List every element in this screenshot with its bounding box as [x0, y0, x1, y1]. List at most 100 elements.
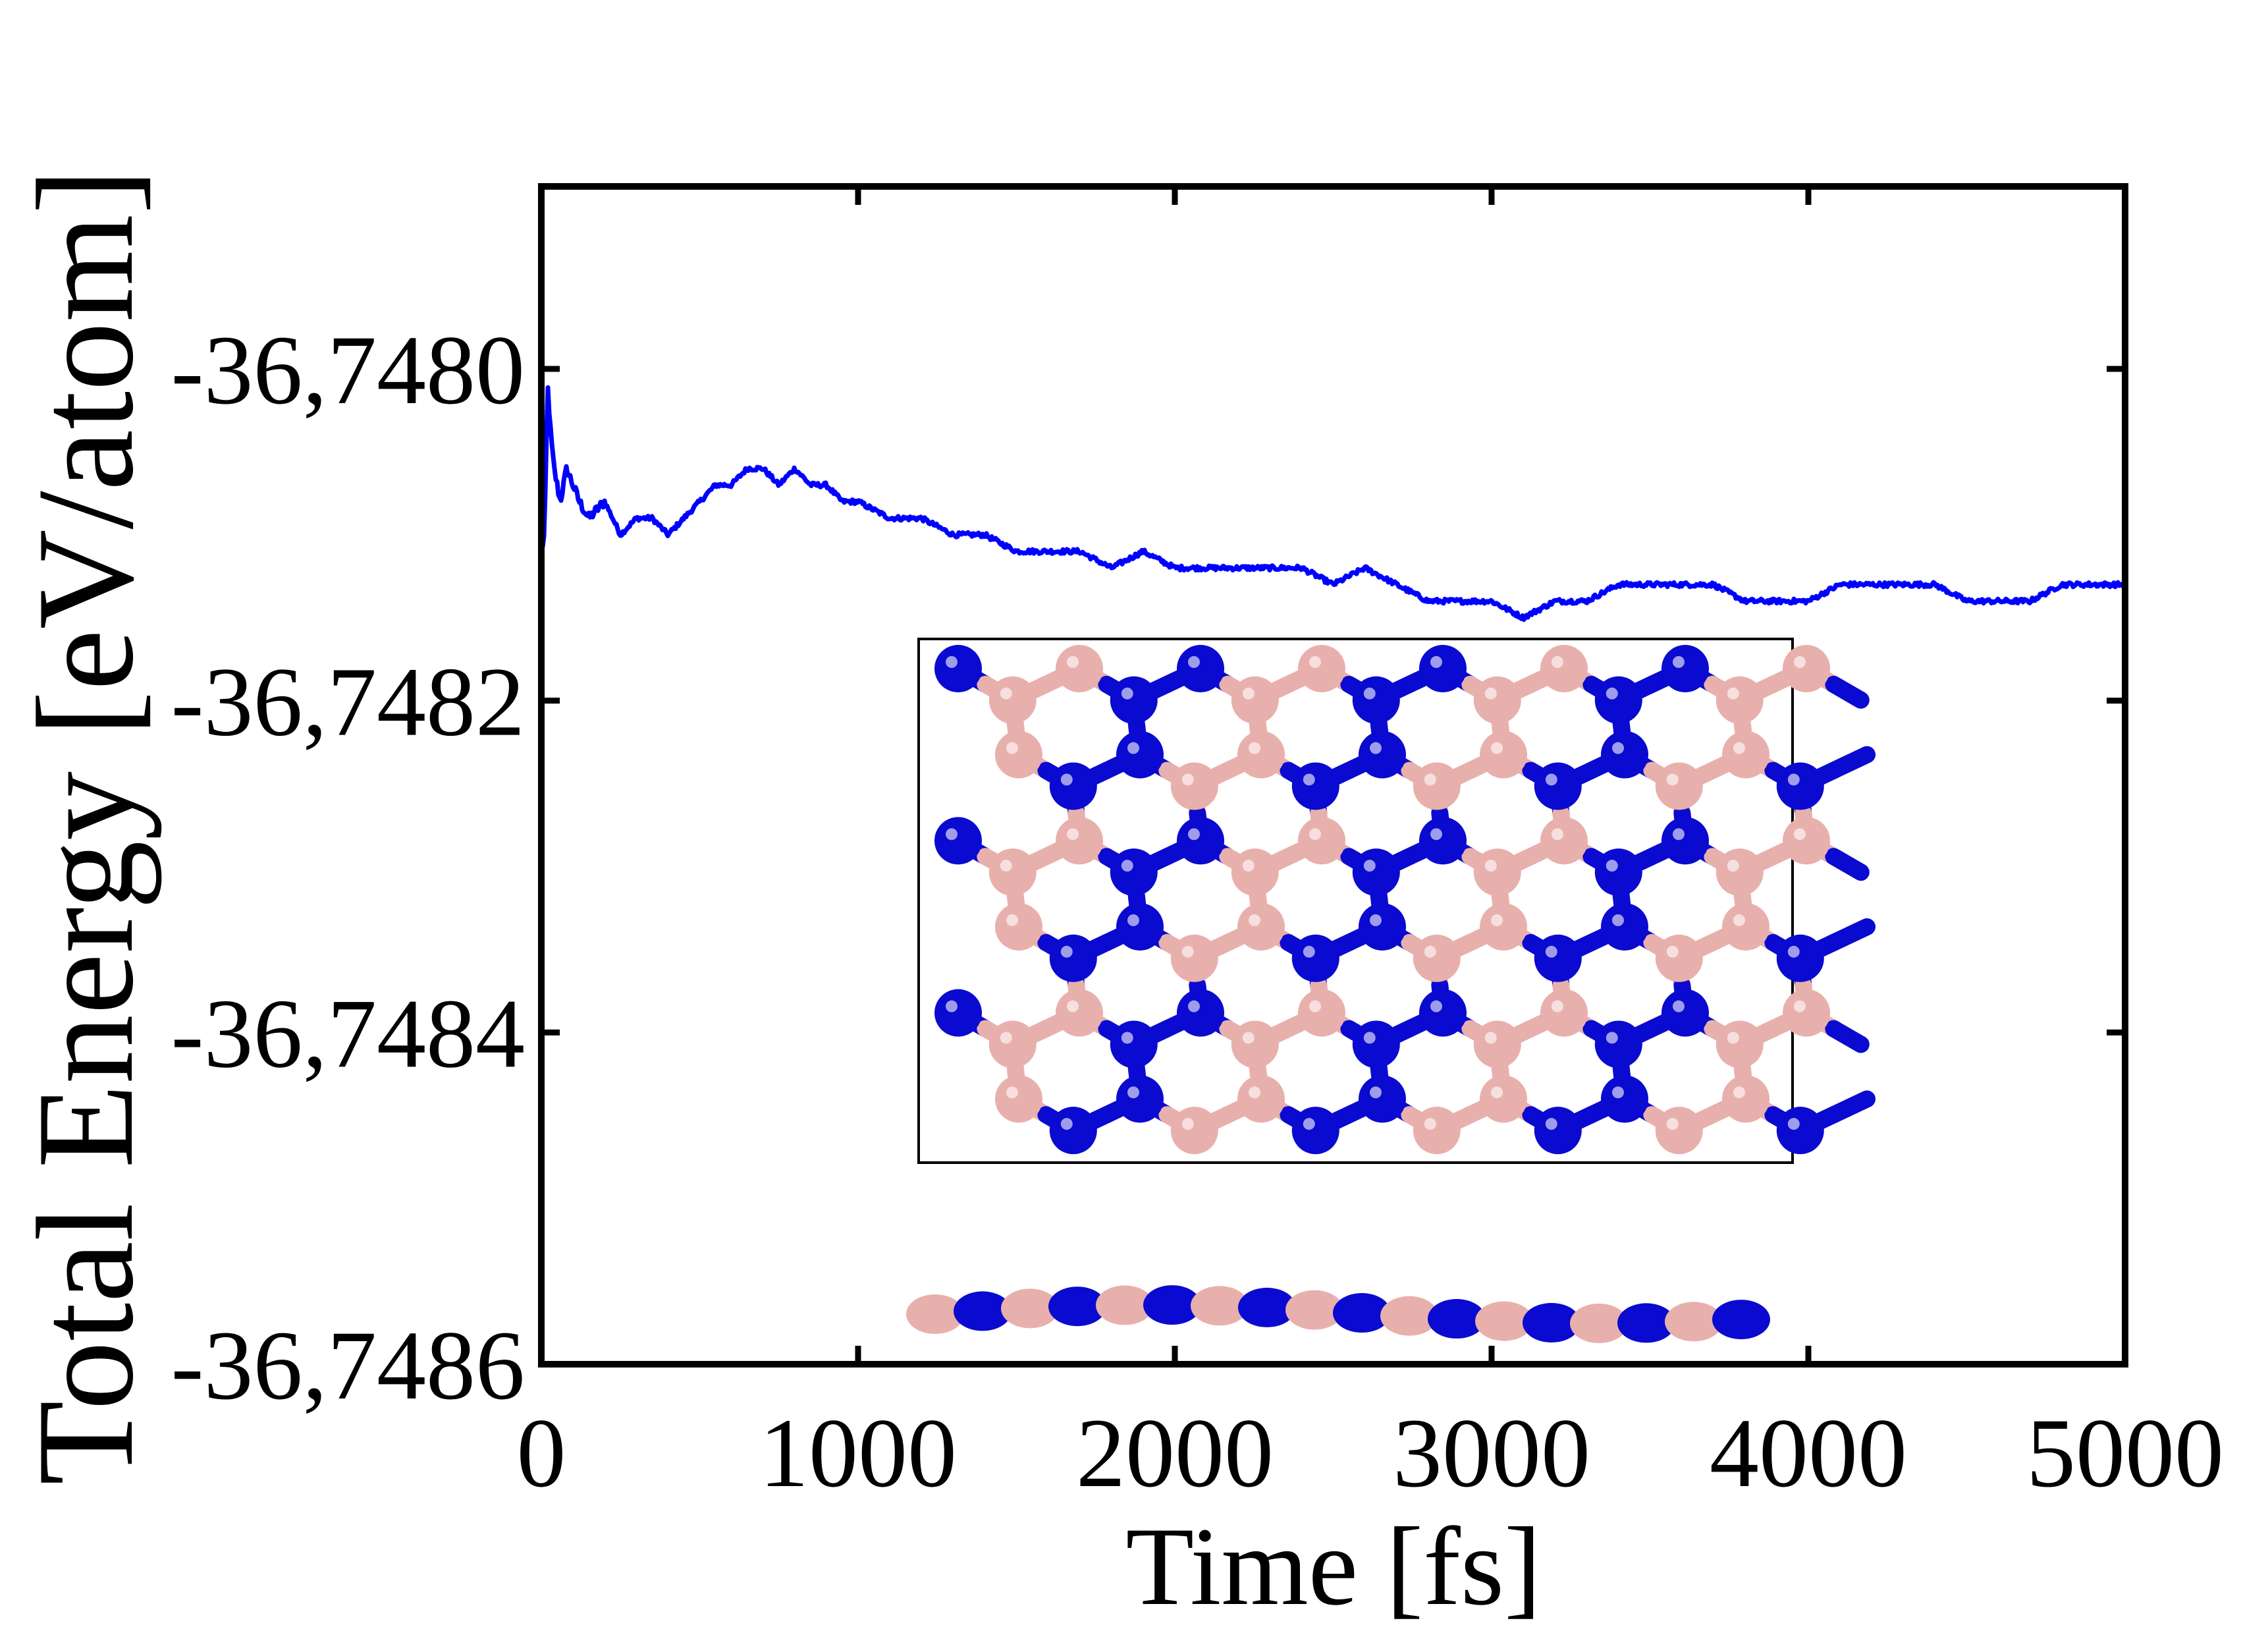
atom-highlight [1424, 773, 1436, 786]
atom-highlight [1309, 656, 1321, 668]
atom-highlight [1363, 687, 1376, 700]
atom-highlight [1794, 828, 1806, 841]
atom [1298, 645, 1345, 692]
atom [995, 902, 1042, 951]
y-tick-label: -36,7484 [171, 979, 525, 1088]
atom [1655, 762, 1703, 810]
atom [1419, 645, 1467, 692]
x-tick-label: 5000 [2026, 1398, 2224, 1508]
atom-highlight [1303, 945, 1315, 958]
atom [1116, 731, 1164, 779]
y-tick-label: -36,7486 [171, 1311, 525, 1420]
atom [1480, 902, 1527, 951]
atom [1231, 1020, 1279, 1068]
atom-highlight [1430, 1000, 1442, 1012]
atom [1237, 902, 1285, 951]
atom [1291, 762, 1339, 810]
bond [1825, 746, 1876, 779]
atom-highlight [1673, 828, 1685, 841]
atom-highlight [1794, 1000, 1806, 1012]
atom [1540, 817, 1588, 865]
atom [934, 989, 982, 1037]
bond [1825, 675, 1870, 709]
atom-highlight [1491, 914, 1503, 926]
atom [988, 1020, 1037, 1068]
atom-highlight [1127, 1086, 1139, 1099]
atom-highlight [1006, 914, 1018, 926]
atom-highlight [1787, 1118, 1800, 1130]
atom-highlight [1121, 1032, 1133, 1044]
atom [1661, 645, 1709, 692]
atom-highlight [1309, 1000, 1321, 1012]
atom-highlight [1181, 945, 1194, 958]
atom [1715, 1020, 1764, 1068]
series-group [541, 385, 2125, 622]
atom-highlight [1794, 656, 1806, 668]
atom-highlight [946, 828, 958, 841]
atom [1298, 817, 1345, 865]
atom-highlight [1249, 1086, 1260, 1099]
atom [1419, 817, 1467, 865]
atom [1540, 645, 1588, 692]
atom-highlight [1612, 742, 1624, 754]
side-atom [1523, 1303, 1580, 1343]
atom-highlight [1727, 687, 1739, 700]
atom [1661, 989, 1709, 1037]
atom [1419, 989, 1467, 1037]
atom [1291, 1107, 1339, 1155]
atom-highlight [1612, 1086, 1624, 1099]
x-tick-label: 4000 [1710, 1398, 1907, 1508]
y-axis-title: Total Energy [eV/atom] [9, 168, 162, 1485]
atom-highlight [1242, 687, 1255, 700]
atom [1594, 848, 1642, 897]
atom [995, 731, 1042, 779]
side-atom [1096, 1285, 1154, 1325]
atom [1231, 676, 1279, 724]
atom-highlight [1673, 1000, 1685, 1012]
atom-highlight [1060, 773, 1073, 786]
ticks: 0 1000 2000 3000 4000 5000 -36,7486 -36,7484 -36… [171, 186, 2224, 1508]
atom [1655, 1107, 1703, 1155]
atom-highlight [1733, 742, 1745, 754]
side-atom [1143, 1285, 1201, 1325]
atom [1359, 1075, 1406, 1123]
atom [1291, 934, 1339, 982]
side-atom [1617, 1303, 1675, 1343]
atom [1776, 762, 1824, 810]
atom-highlight [1067, 1000, 1079, 1012]
atom-highlight [1552, 656, 1563, 668]
atom [1298, 989, 1345, 1037]
atom [1237, 731, 1285, 779]
atom [1534, 934, 1582, 982]
atom-highlight [1370, 742, 1382, 754]
atom-highlight [1733, 914, 1745, 926]
atom-highlight [1000, 1032, 1012, 1044]
atom [1601, 1075, 1648, 1123]
atom [1359, 902, 1406, 951]
atom-highlight [1006, 1086, 1018, 1099]
atom-highlight [1363, 860, 1376, 872]
x-tick-label: 3000 [1393, 1398, 1590, 1508]
atom-highlight [1545, 945, 1557, 958]
atom [1594, 1020, 1642, 1068]
atom [1534, 1107, 1582, 1155]
plot-frame [538, 183, 2128, 1368]
atom-highlight [1552, 1000, 1563, 1012]
atom [1116, 1075, 1164, 1123]
atom-highlight [1060, 1118, 1073, 1130]
atom [1473, 1020, 1521, 1068]
atom-highlight [1000, 687, 1012, 700]
atom [1783, 645, 1830, 692]
atom-highlight [1552, 828, 1563, 841]
atom-highlight [1309, 828, 1321, 841]
atom [1540, 989, 1588, 1037]
bond [1825, 848, 1870, 881]
atom-highlight [1242, 1032, 1255, 1044]
atom [1473, 676, 1521, 724]
atom-highlight [1484, 860, 1497, 872]
atom [1231, 848, 1279, 897]
atom-highlight [1188, 1000, 1200, 1012]
atom-highlight [1370, 1086, 1382, 1099]
side-atom [1285, 1290, 1343, 1330]
